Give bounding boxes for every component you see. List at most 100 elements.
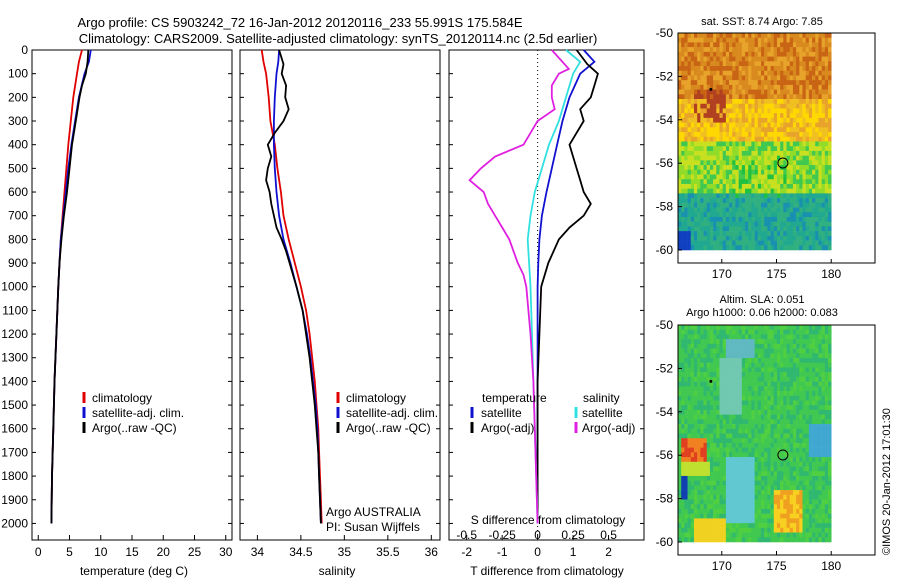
map-cell: [815, 461, 819, 467]
map-cell: [697, 367, 701, 373]
legend-label-t-argo: Argo(-adj): [481, 421, 534, 435]
map-cell: [828, 527, 832, 533]
map-cell: [828, 155, 832, 161]
map-cell: [761, 89, 765, 95]
map-cell: [690, 66, 695, 72]
map-cell: [709, 485, 714, 491]
map-cell: [757, 70, 762, 76]
map-cell: [741, 532, 746, 538]
map-cell: [796, 358, 800, 364]
map-cell: [732, 353, 736, 359]
map-cell: [770, 108, 775, 114]
map-cell: [745, 122, 749, 128]
map-cell: [786, 127, 791, 133]
map-cell: [719, 433, 723, 439]
map-cell: [684, 334, 688, 340]
map-cell: [700, 532, 704, 538]
map-cell: [732, 490, 736, 496]
map-cell: [709, 395, 714, 401]
map-cell: [815, 169, 819, 175]
map-cell: [732, 56, 736, 62]
map-cell: [751, 150, 755, 156]
map-cell: [709, 56, 714, 62]
map-cell: [709, 150, 714, 156]
map-cell: [748, 381, 752, 387]
map-cell: [757, 447, 762, 453]
map-cell: [709, 47, 714, 53]
map-cell: [821, 518, 826, 524]
map-cell: [729, 33, 733, 39]
map-cell: [780, 42, 784, 48]
map-cell: [805, 334, 810, 340]
map-cell: [713, 457, 717, 463]
map-cell: [773, 231, 778, 237]
map-cell: [776, 466, 781, 472]
map-cell: [757, 33, 762, 39]
map-cell: [748, 47, 752, 53]
map-cell: [783, 419, 787, 425]
map-cell: [713, 122, 717, 128]
map-cell: [808, 372, 813, 378]
map-cell: [792, 66, 797, 72]
map-cell: [776, 70, 781, 76]
map-cell: [722, 75, 727, 81]
map-cell: [776, 226, 781, 232]
map-cell: [796, 202, 800, 208]
map-cell: [786, 240, 791, 246]
map-cell: [729, 508, 733, 514]
map-cell: [732, 75, 736, 81]
map-cell: [789, 475, 794, 481]
map-cell: [812, 183, 816, 189]
map-cell: [808, 367, 813, 373]
map-cell: [687, 245, 692, 251]
map-cell: [818, 348, 822, 354]
map-cell: [796, 409, 800, 415]
map-cell: [767, 480, 771, 486]
map-cell: [821, 461, 826, 467]
map-cell: [764, 447, 768, 453]
map-cell: [783, 193, 787, 199]
map-cell: [693, 508, 698, 514]
map-cell: [738, 537, 743, 543]
map-cell: [745, 414, 749, 420]
map-cell: [802, 405, 806, 411]
map-cell: [776, 447, 781, 453]
map-cell: [716, 428, 720, 434]
map-cell: [808, 353, 813, 359]
map-cell: [812, 103, 816, 109]
map-cell: [757, 537, 762, 543]
map-cell: [776, 409, 781, 415]
map-cell: [761, 183, 765, 189]
map-cell: [745, 179, 749, 185]
map-cell: [818, 240, 822, 246]
map-cell: [748, 56, 752, 62]
map-cell: [818, 424, 822, 430]
map-cell: [805, 141, 810, 147]
map-cell: [757, 480, 762, 486]
map-cell: [706, 485, 711, 491]
map-cell: [725, 33, 730, 39]
map-cell: [821, 212, 826, 218]
map-cell: [770, 386, 775, 392]
map-cell: [684, 188, 688, 194]
map-cell: [684, 414, 688, 420]
s-tick-label-4: 0.5: [600, 528, 617, 542]
map-cell: [732, 122, 736, 128]
map-cell: [732, 447, 736, 453]
map-cell: [722, 334, 727, 340]
map-cell: [719, 240, 723, 246]
map-cell: [802, 51, 806, 57]
map-cell: [716, 113, 720, 119]
map-cell: [818, 518, 822, 524]
map-cell: [802, 438, 806, 444]
map-cell: [713, 532, 717, 538]
map-cell: [700, 216, 704, 222]
map-cell: [709, 136, 714, 142]
map-cell: [684, 122, 688, 128]
map-cell: [805, 169, 810, 175]
map-cell: [681, 75, 685, 81]
map-cell: [700, 84, 704, 90]
map-cell: [828, 367, 832, 373]
map-cell: [703, 518, 708, 524]
map-cell: [687, 391, 692, 397]
